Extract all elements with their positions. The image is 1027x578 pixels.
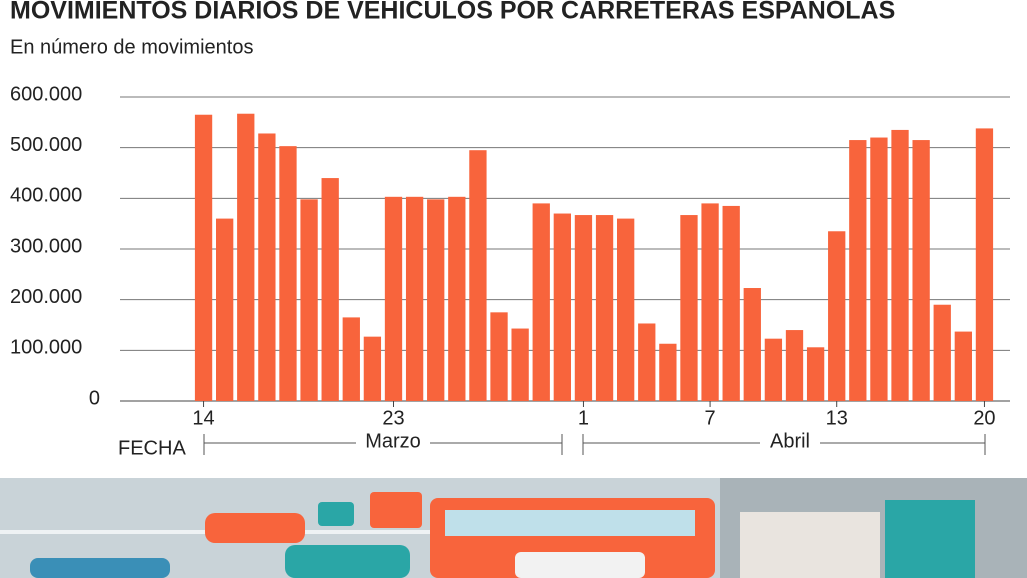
x-tick-label: 14 [192,407,214,429]
bar [743,288,761,401]
car [318,502,354,526]
bar [785,330,804,401]
car [285,545,410,578]
x-axis-label: FECHA [118,437,186,459]
bar [300,199,318,401]
bar [427,199,445,401]
y-tick-label: 200.000 [10,286,82,308]
x-tick-label: 1 [578,407,589,429]
bar [490,312,508,401]
bar [258,133,276,402]
bar [448,196,466,401]
bar [806,347,825,401]
bar [595,215,614,401]
bar [870,137,888,402]
bar [511,328,529,401]
bar [617,218,635,401]
bus-windows [445,510,695,536]
chart-subtitle: En número de movimientos [10,36,253,58]
bar [363,336,382,401]
x-tick-label: 23 [382,407,404,429]
y-tick-label: 500.000 [10,134,82,156]
period-brackets [203,434,986,455]
y-tick-label: 600.000 [10,83,82,105]
bar [722,205,740,401]
bar [194,114,213,401]
bar [216,218,234,401]
bar [764,338,783,401]
y-tick-label: 100.000 [10,337,82,359]
car [30,558,170,578]
bar [384,196,403,401]
y-tick-label: 300.000 [10,235,82,257]
bar [954,331,972,401]
bar [638,323,656,401]
illustration [0,478,1027,578]
bar [532,203,550,401]
bar [975,128,994,401]
bar [279,146,297,401]
truck-box [740,512,880,578]
period-label: Marzo [365,430,421,452]
bar [469,150,487,401]
truck [885,500,975,578]
x-tick-label: 7 [705,407,716,429]
y-tick-label: 400.000 [10,185,82,207]
bus-far [370,492,422,528]
bar [933,304,951,401]
bar [405,196,424,401]
bar [680,215,698,401]
bar [912,140,930,402]
van [515,552,645,578]
bar [237,113,255,401]
chart-title: MOVIMIENTOS DIARIOS DE VEHÍCULOS POR CAR… [10,0,895,25]
bar [849,140,867,402]
bar [659,343,677,401]
bar [321,178,339,401]
y-tick-label: 0 [89,387,100,409]
bar [828,231,846,401]
bar [553,213,571,401]
x-tick-label: 20 [973,407,995,429]
period-label: Abril [770,430,810,452]
bar [891,129,909,401]
bar [701,203,719,401]
car [205,513,305,543]
bar [574,215,593,401]
bar [342,317,360,401]
x-tick-label: 13 [826,407,848,429]
